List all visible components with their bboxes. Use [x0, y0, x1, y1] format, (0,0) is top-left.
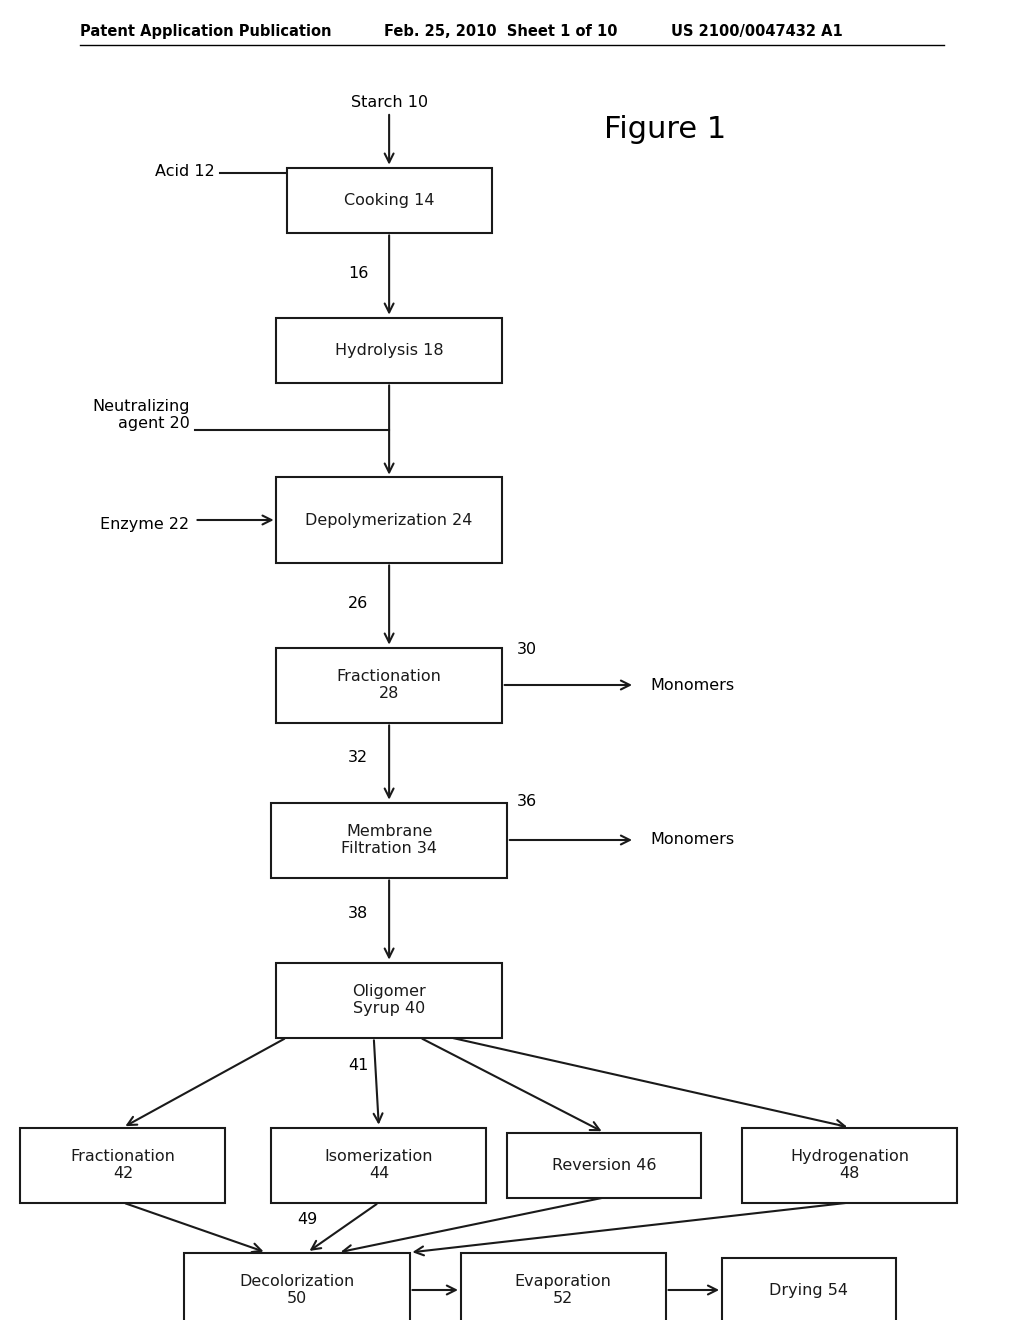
Text: Reversion 46: Reversion 46	[552, 1158, 656, 1172]
Text: Neutralizing
agent 20: Neutralizing agent 20	[92, 399, 189, 432]
Text: 30: 30	[517, 643, 538, 657]
Text: Evaporation
52: Evaporation 52	[515, 1274, 611, 1307]
FancyBboxPatch shape	[184, 1253, 410, 1320]
Text: Oligomer
Syrup 40: Oligomer Syrup 40	[352, 983, 426, 1016]
Text: Hydrogenation
48: Hydrogenation 48	[791, 1148, 909, 1181]
Text: Enzyme 22: Enzyme 22	[100, 517, 189, 532]
FancyBboxPatch shape	[271, 1127, 486, 1203]
Text: 41: 41	[348, 1057, 369, 1072]
FancyBboxPatch shape	[507, 1133, 701, 1197]
Text: Hydrolysis 18: Hydrolysis 18	[335, 342, 443, 358]
Text: Monomers: Monomers	[650, 677, 734, 693]
Text: Membrane
Filtration 34: Membrane Filtration 34	[341, 824, 437, 857]
Text: 38: 38	[348, 906, 369, 920]
Text: Patent Application Publication: Patent Application Publication	[80, 24, 332, 38]
FancyBboxPatch shape	[271, 803, 507, 878]
Text: Starch 10: Starch 10	[350, 95, 428, 110]
Text: Fractionation
42: Fractionation 42	[71, 1148, 175, 1181]
FancyBboxPatch shape	[276, 318, 502, 383]
FancyBboxPatch shape	[742, 1127, 957, 1203]
FancyBboxPatch shape	[20, 1127, 225, 1203]
Text: 49: 49	[297, 1213, 317, 1228]
FancyBboxPatch shape	[461, 1253, 666, 1320]
Text: Depolymerization 24: Depolymerization 24	[305, 512, 473, 528]
Text: 32: 32	[348, 751, 369, 766]
Text: Monomers: Monomers	[650, 833, 734, 847]
FancyBboxPatch shape	[276, 648, 502, 722]
FancyBboxPatch shape	[276, 962, 502, 1038]
Text: Figure 1: Figure 1	[604, 116, 727, 144]
FancyBboxPatch shape	[276, 478, 502, 562]
Text: 36: 36	[517, 795, 538, 809]
Text: 26: 26	[348, 595, 369, 610]
Text: Feb. 25, 2010  Sheet 1 of 10: Feb. 25, 2010 Sheet 1 of 10	[384, 24, 617, 38]
Text: US 2100/0047432 A1: US 2100/0047432 A1	[671, 24, 843, 38]
FancyBboxPatch shape	[287, 168, 492, 232]
Text: Fractionation
28: Fractionation 28	[337, 669, 441, 701]
Text: Drying 54: Drying 54	[769, 1283, 849, 1298]
Text: Decolorization
50: Decolorization 50	[240, 1274, 354, 1307]
Text: 16: 16	[348, 265, 369, 281]
Text: Acid 12: Acid 12	[156, 165, 215, 180]
FancyBboxPatch shape	[722, 1258, 896, 1320]
Text: Isomerization
44: Isomerization 44	[325, 1148, 433, 1181]
Text: Cooking 14: Cooking 14	[344, 193, 434, 207]
